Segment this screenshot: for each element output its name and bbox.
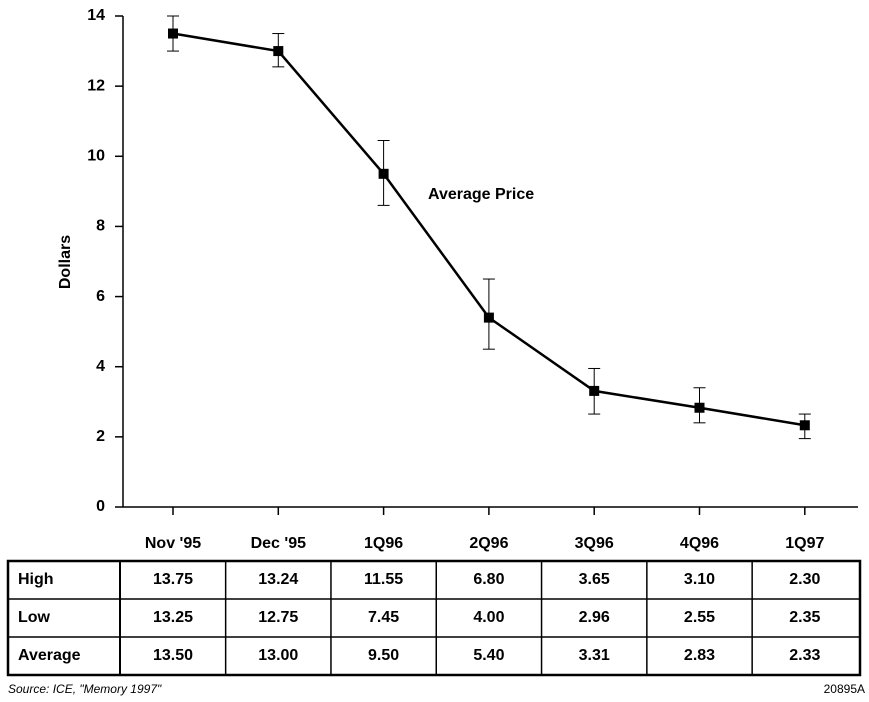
annotation: Average Price: [428, 186, 534, 203]
y-tick-label: 4: [96, 358, 105, 375]
table-cell: 13.50: [153, 647, 193, 664]
figure-code: 20895A: [824, 682, 865, 696]
row-label: High: [18, 571, 54, 588]
table-cell: 5.40: [473, 647, 504, 664]
y-tick-label: 2: [96, 428, 105, 445]
marker: [799, 420, 810, 431]
y-tick-label: 8: [96, 218, 105, 235]
table-cell: 9.50: [368, 647, 399, 664]
marker: [273, 46, 284, 57]
x-tick-label: 3Q96: [575, 535, 614, 552]
table-cell: 3.10: [684, 571, 715, 588]
table-cell: 13.00: [258, 647, 298, 664]
marker: [483, 312, 494, 323]
y-tick-label: 14: [87, 7, 105, 24]
table-cell: 13.25: [153, 609, 193, 626]
marker: [694, 402, 705, 413]
x-tick-label: 2Q96: [469, 535, 508, 552]
x-tick-label: Nov '95: [145, 535, 201, 552]
table-cell: 2.96: [579, 609, 610, 626]
table-cell: 2.33: [789, 647, 820, 664]
table-cell: 2.55: [684, 609, 715, 626]
table-cell: 13.24: [258, 571, 298, 588]
y-tick-label: 10: [87, 148, 105, 165]
price-line: [172, 32, 806, 427]
x-tick-label: 1Q96: [364, 535, 403, 552]
marker: [168, 28, 178, 39]
y-tick-label: 0: [96, 498, 105, 515]
table-cell: 13.75: [153, 571, 193, 588]
marker: [378, 168, 389, 179]
x-tick-label: 1Q97: [785, 535, 824, 552]
table-cell: 12.75: [258, 609, 298, 626]
x-tick-label: Dec '95: [251, 535, 307, 552]
row-label: Average: [18, 647, 81, 664]
table-cell: 7.45: [368, 609, 399, 626]
x-tick-label: 4Q96: [680, 535, 719, 552]
marker: [589, 385, 600, 396]
y-axis-label: Dollars: [57, 235, 74, 289]
y-tick-label: 6: [96, 288, 105, 305]
table-cell: 2.83: [684, 647, 715, 664]
table-cell: 6.80: [473, 571, 504, 588]
table-cell: 2.30: [789, 571, 820, 588]
table-cell: 4.00: [473, 609, 504, 626]
table-cell: 2.35: [789, 609, 820, 626]
y-tick-label: 12: [87, 77, 105, 94]
table-cell: 3.65: [579, 571, 610, 588]
row-label: Low: [18, 609, 51, 626]
table-cell: 3.31: [579, 647, 610, 664]
source: Source: ICE, "Memory 1997": [8, 682, 162, 696]
table-cell: 11.55: [364, 571, 403, 588]
table-border: [6, 559, 862, 677]
